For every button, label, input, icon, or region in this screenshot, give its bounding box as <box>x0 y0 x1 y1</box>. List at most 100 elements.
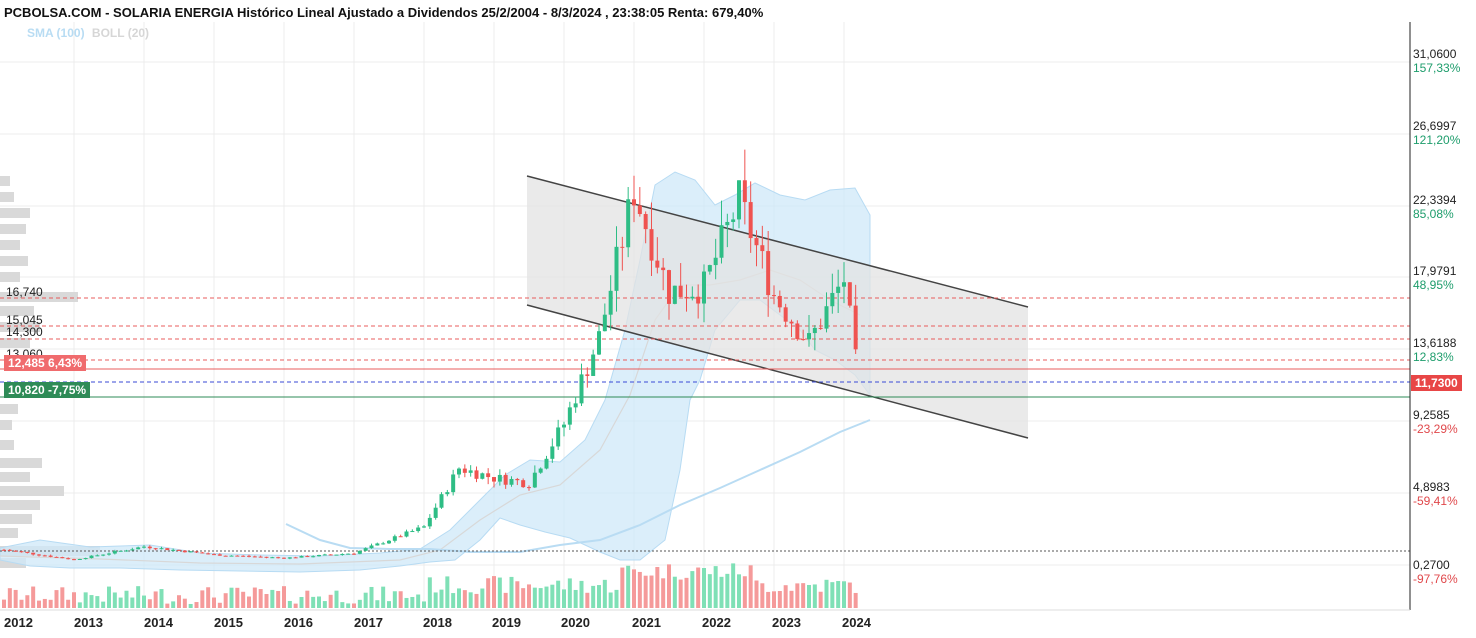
candle-body <box>31 552 36 555</box>
candle-body <box>142 546 146 548</box>
volume-bar <box>725 573 730 608</box>
year-label: 2020 <box>561 615 590 630</box>
candle-body <box>637 205 642 215</box>
year-label: 2018 <box>423 615 452 630</box>
candle-body <box>200 552 205 554</box>
candle-body <box>136 547 141 550</box>
volume-bar <box>620 567 625 608</box>
volume-bar <box>352 603 356 608</box>
volume-bar <box>124 590 129 608</box>
volume-bar <box>632 569 636 608</box>
candle-body <box>678 285 683 297</box>
candle-body <box>346 553 351 555</box>
price-tick: 0,2700 <box>1413 558 1450 572</box>
candle-body <box>252 556 257 558</box>
volume-bar <box>684 577 689 608</box>
candle-body <box>410 531 415 533</box>
volume-bar <box>264 594 269 608</box>
volume-bar <box>2 599 6 608</box>
candle-body <box>206 553 211 555</box>
volume-bar <box>410 596 415 608</box>
volume-bar <box>649 575 654 608</box>
legend-boll[interactable]: BOLL (20) <box>91 26 150 40</box>
candle-body <box>579 374 584 404</box>
volume-bar <box>713 566 718 608</box>
year-label: 2019 <box>492 615 521 630</box>
legend-sma[interactable]: SMA (100) <box>27 26 85 40</box>
candle-body <box>229 555 234 557</box>
volume-bar <box>842 581 846 608</box>
volume-bar <box>672 576 677 608</box>
candle-body <box>830 292 835 307</box>
candle-body <box>95 555 100 557</box>
candle-body <box>719 225 724 258</box>
volume-bar <box>258 589 263 608</box>
volume-bar <box>667 564 671 608</box>
volume-bar <box>550 584 555 608</box>
year-label: 2022 <box>702 615 731 630</box>
volume-bar <box>206 587 211 608</box>
candle-body <box>707 265 712 272</box>
candle-body <box>171 549 176 551</box>
volume-bar <box>328 594 333 608</box>
candle-body <box>369 545 374 549</box>
channel-upper-line <box>526 175 1029 308</box>
volume-bar <box>311 596 316 608</box>
volume-bar <box>824 579 829 608</box>
candle-body <box>795 323 800 340</box>
volume-bar <box>585 592 590 608</box>
pct-tick: -97,76% <box>1413 572 1458 586</box>
volume-bar <box>287 600 292 608</box>
volume-bar <box>369 586 374 608</box>
volume-bar <box>591 585 596 608</box>
candle-body <box>124 550 129 552</box>
candle-body <box>130 549 135 551</box>
candle-body <box>847 282 852 306</box>
candle-body <box>661 267 666 271</box>
candle-body <box>19 551 24 553</box>
candle-body <box>748 202 753 239</box>
volume-bars <box>2 563 858 608</box>
candle-body <box>754 238 759 246</box>
candle-body <box>375 543 380 546</box>
volume-bar <box>89 595 94 608</box>
candle-body <box>247 555 251 557</box>
candle-body <box>597 331 601 355</box>
volume-bar <box>789 590 794 608</box>
volume-bar <box>182 598 187 608</box>
volume-bar <box>830 582 835 608</box>
volume-bar <box>772 591 776 608</box>
pct-tick: -23,29% <box>1413 422 1458 436</box>
volume-bar <box>457 588 461 608</box>
candle-body <box>649 229 654 261</box>
candle-body <box>696 296 701 304</box>
candle-body <box>655 260 660 268</box>
volume-bar <box>690 571 695 608</box>
volume-bar <box>19 599 24 608</box>
candle-body <box>503 474 508 485</box>
resistance-tag: 12,485 6,43% <box>4 355 87 371</box>
candle-body <box>777 295 782 308</box>
volume-bar <box>200 590 205 608</box>
volume-bar <box>696 567 701 608</box>
volume-bar <box>48 599 53 608</box>
candle-body <box>789 321 794 324</box>
candle-body <box>2 549 6 551</box>
volume-bar <box>293 603 298 608</box>
volume-bar <box>404 597 409 608</box>
volume-bar <box>497 577 502 608</box>
volume-bar <box>527 584 531 608</box>
price-tick: 31,0600 <box>1413 47 1457 61</box>
candle-body <box>573 403 578 408</box>
volume-bar <box>95 596 100 608</box>
pct-tick: 12,83% <box>1413 350 1454 364</box>
candle-body <box>801 339 806 341</box>
indicator-legend: SMA (100) BOLL (20) <box>27 26 149 40</box>
candle-body <box>311 556 316 558</box>
volume-bar <box>468 592 473 608</box>
candle-body <box>287 557 292 559</box>
candle-body <box>153 548 158 550</box>
volume-bar <box>783 585 788 608</box>
volume-bar <box>25 595 30 608</box>
chart-title: PCBOLSA.COM - SOLARIA ENERGIA Histórico … <box>4 5 764 20</box>
